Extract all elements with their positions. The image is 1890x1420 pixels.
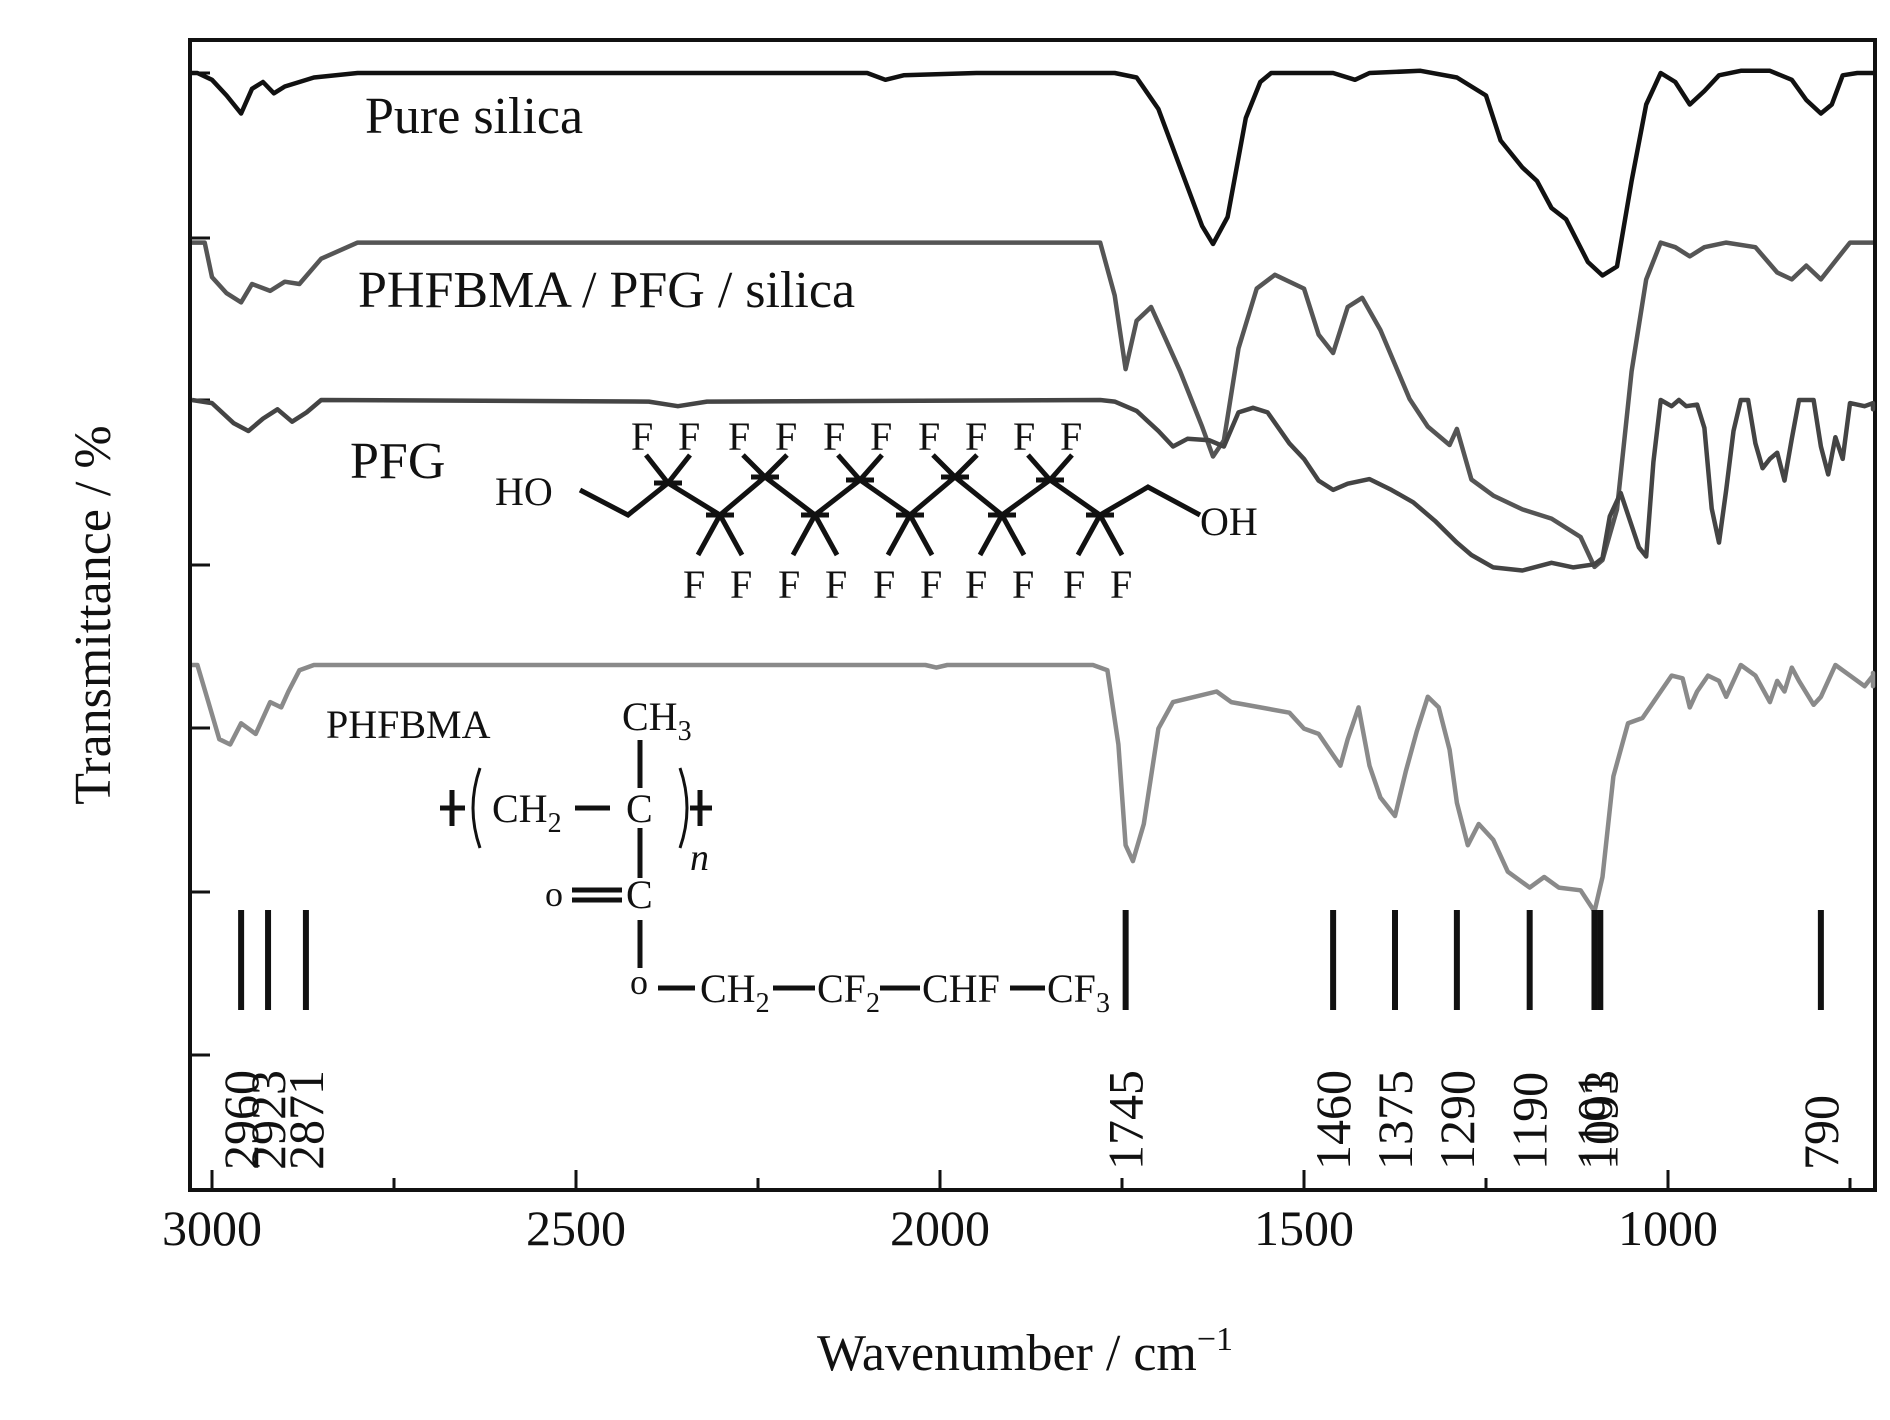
series-label-phfbma-pfg-silica: PHFBMA / PFG / silica bbox=[358, 262, 855, 319]
pfg-chain bbox=[578, 473, 1202, 519]
x-tick-label-2500: 2500 bbox=[526, 1200, 626, 1256]
pfg-cf-bond bbox=[999, 513, 1027, 557]
x-tick-label-1500: 1500 bbox=[1254, 1200, 1354, 1256]
x-axis-label-text: Wavenumber / cm bbox=[817, 1325, 1197, 1382]
pfg-cf-bond bbox=[717, 513, 745, 557]
pfg-cf-bond bbox=[741, 453, 767, 479]
pfg-f-atom: F bbox=[778, 562, 800, 607]
pfg-f-atom: F bbox=[1013, 414, 1035, 459]
pfg-atoms: F F F F F F F F F FF F F F F F F F F F bbox=[631, 414, 1132, 607]
pfg-f-atom: F bbox=[775, 414, 797, 459]
pfg-f-atom: F bbox=[870, 414, 892, 459]
pfg-f-atom: F bbox=[823, 414, 845, 459]
phfbma-carbonyl-carbon: C bbox=[626, 872, 653, 917]
pfg-cf-bond bbox=[885, 513, 913, 557]
pfg-f-atom: F bbox=[1060, 414, 1082, 459]
pfg-cf-bond bbox=[1097, 513, 1125, 557]
peak-label-790: 790 bbox=[1793, 1095, 1849, 1170]
series-line-pure-silica bbox=[192, 68, 1873, 278]
phfbma-chain-2: CF2 bbox=[817, 966, 880, 1019]
peak-label-1101: 1101 bbox=[1566, 1072, 1622, 1170]
x-tick-label-3000: 3000 bbox=[162, 1200, 262, 1256]
phfbma-chain-4-sub: 3 bbox=[1096, 988, 1110, 1019]
pfg-cf-bond bbox=[790, 513, 818, 557]
pfg-f-atom: F bbox=[965, 562, 987, 607]
pfg-cf-bond bbox=[763, 453, 789, 479]
pfg-cf-bond bbox=[695, 513, 723, 557]
series-label-phfbma: PHFBMA bbox=[326, 702, 491, 747]
x-axis-label-sup: −1 bbox=[1197, 1321, 1233, 1358]
phfbma-methylene-sub: 2 bbox=[548, 808, 562, 839]
pfg-f-atom: F bbox=[1063, 562, 1085, 607]
peak-label-1093: 1093 bbox=[1572, 1070, 1628, 1170]
phfbma-chain-4: CF3 bbox=[1047, 966, 1110, 1019]
peak-label-1190: 1190 bbox=[1502, 1072, 1558, 1170]
peak-label-1745: 1745 bbox=[1098, 1070, 1154, 1170]
phfbma-repeat-n: n bbox=[690, 837, 709, 879]
phfbma-backbone-carbon: C bbox=[626, 786, 653, 831]
pfg-cf-bond bbox=[907, 513, 935, 557]
pfg-end-ho: HO bbox=[495, 469, 553, 514]
pfg-cf-bond bbox=[644, 453, 670, 485]
pfg-f-atom: F bbox=[631, 414, 653, 459]
pfg-end-oh: OH bbox=[1200, 499, 1258, 544]
phfbma-methylene: CH2 bbox=[492, 786, 562, 839]
pfg-f-atom: F bbox=[825, 562, 847, 607]
pfg-f-atom: F bbox=[728, 414, 750, 459]
pfg-f-atom: F bbox=[730, 562, 752, 607]
pfg-cf-bond bbox=[812, 513, 840, 557]
pfg-f-atom: F bbox=[873, 562, 895, 607]
pfg-cf-bond bbox=[1026, 453, 1052, 482]
peak-label-1290: 1290 bbox=[1429, 1070, 1485, 1170]
peak-label-1375: 1375 bbox=[1367, 1070, 1423, 1170]
phfbma-chain-3: CHF bbox=[922, 966, 1000, 1011]
pfg-f-atom: F bbox=[965, 414, 987, 459]
pfg-cf-bond bbox=[858, 453, 884, 482]
phfbma-chain-2-sub: 2 bbox=[866, 988, 880, 1019]
series-line-phfbma-pfg-silica bbox=[192, 240, 1873, 570]
series-line-pfg bbox=[191, 397, 1876, 573]
pfg-cf-bond bbox=[953, 453, 979, 479]
pfg-cf-bond bbox=[1048, 453, 1074, 482]
pfg-cf-bond bbox=[836, 453, 862, 482]
x-axis-ticks: 3000 2500 2000 1500 1000 bbox=[162, 1170, 1852, 1256]
pfg-cf-bond bbox=[1075, 513, 1103, 557]
plot-frame bbox=[188, 38, 1877, 1192]
pfg-f-atom: F bbox=[918, 414, 940, 459]
peak-label-1460: 1460 bbox=[1305, 1070, 1361, 1170]
phfbma-ester-oxygen: o bbox=[630, 962, 648, 1002]
y-axis-label: Transmittance / % bbox=[65, 425, 122, 804]
pfg-cf-bond bbox=[666, 453, 692, 485]
x-tick-label-2000: 2000 bbox=[890, 1200, 990, 1256]
pfg-f-atom: F bbox=[1110, 562, 1132, 607]
pfg-f-atom: F bbox=[683, 562, 705, 607]
peak-label-2871: 2871 bbox=[278, 1070, 334, 1170]
pfg-cf-bond bbox=[931, 453, 957, 479]
series-label-pure-silica: Pure silica bbox=[365, 88, 583, 145]
peak-label-2923: 2923 bbox=[240, 1070, 296, 1170]
pfg-f-atom: F bbox=[678, 414, 700, 459]
phfbma-structure: CH3 CH2 C n C o o CH2 CF2 CHF CF3 bbox=[440, 694, 1110, 1019]
pfg-cf-bond bbox=[977, 513, 1005, 557]
phfbma-bonds bbox=[440, 740, 1045, 991]
phfbma-carbonyl-oxygen: o bbox=[545, 874, 563, 914]
phfbma-chain-1: CH2 bbox=[700, 966, 770, 1019]
pfg-f-atom: F bbox=[920, 562, 942, 607]
series-layer bbox=[191, 68, 1876, 914]
phfbma-methyl-sub: 3 bbox=[678, 716, 692, 747]
y-axis-ticks bbox=[190, 71, 210, 1057]
x-tick-label-1000: 1000 bbox=[1618, 1200, 1718, 1256]
series-line-phfbma bbox=[192, 662, 1876, 914]
pfg-structure: F F F F F F F F F FF F F F F F F F F F HO OH bbox=[495, 414, 1258, 607]
peak-label-2960: 2960 bbox=[213, 1070, 269, 1170]
pfg-bonds bbox=[578, 453, 1202, 557]
series-label-pfg: PFG bbox=[350, 433, 445, 490]
pfg-f-atom: F bbox=[1012, 562, 1034, 607]
x-axis-label: Wavenumber / cm−1 bbox=[817, 1321, 1233, 1382]
phfbma-chain-1-sub: 2 bbox=[756, 988, 770, 1019]
phfbma-methyl: CH3 bbox=[622, 694, 692, 747]
